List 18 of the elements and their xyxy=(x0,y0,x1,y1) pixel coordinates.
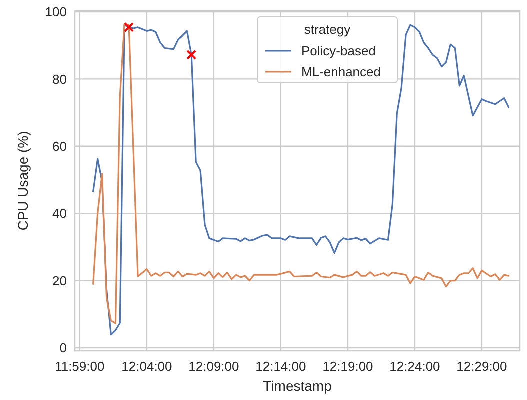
y-tick-label: 40 xyxy=(52,206,67,222)
x-tick-label: 11:59:00 xyxy=(55,359,105,374)
y-tick-label: 0 xyxy=(60,340,67,356)
x-axis-title: Timestamp xyxy=(263,378,332,394)
y-axis-title: CPU Usage (%) xyxy=(15,131,31,231)
x-tick-label: 12:04:00 xyxy=(122,359,172,374)
x-tick-label: 12:14:00 xyxy=(256,359,306,374)
y-tick-label: 60 xyxy=(52,138,67,154)
x-tick-label: 12:19:00 xyxy=(322,359,374,374)
x-tick-label: 12:24:00 xyxy=(390,359,440,374)
y-tick-label: 20 xyxy=(52,273,67,288)
legend-label: ML-enhanced xyxy=(302,64,381,80)
legend-label: Policy-based xyxy=(302,44,376,59)
x-tick-label: 12:29:00 xyxy=(456,359,508,374)
y-tick-label: 100 xyxy=(45,4,67,20)
legend-title: strategy xyxy=(304,22,352,37)
x-tick-label: 12:09:00 xyxy=(188,359,240,374)
y-tick-label: 80 xyxy=(52,72,67,87)
